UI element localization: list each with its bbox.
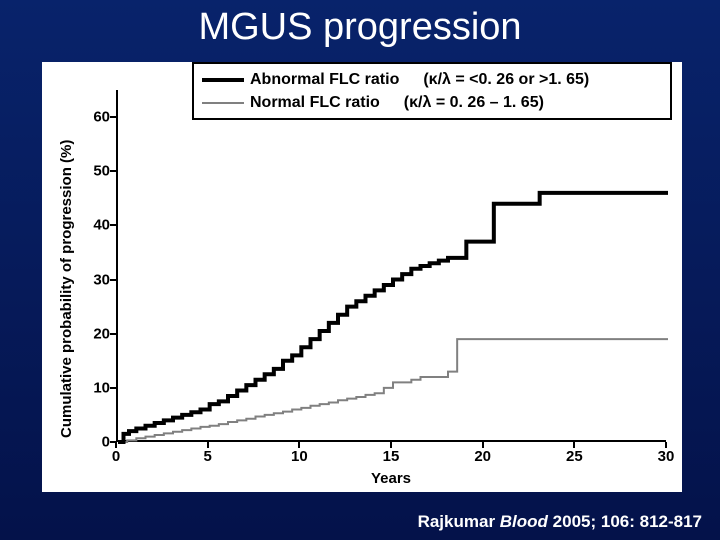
x-tick-label: 20 (468, 448, 498, 465)
y-tick-label: 40 (80, 217, 110, 234)
legend-row: Abnormal FLC ratio (κ/λ = <0. 26 or >1. 6… (202, 71, 662, 89)
legend-swatch (202, 78, 244, 82)
legend-series-name: Normal FLC ratio (250, 94, 380, 112)
citation-details: 2005; 106: 812-817 (548, 512, 702, 531)
x-axis-label: Years (116, 470, 666, 487)
y-tick-label: 30 (80, 271, 110, 288)
chart-svg (118, 90, 668, 442)
x-tick-label: 5 (193, 448, 223, 465)
legend-series-range: (κ/λ = <0. 26 or >1. 65) (423, 71, 589, 89)
page-title: MGUS progression (0, 6, 720, 49)
x-tick-label: 30 (651, 448, 681, 465)
y-tick-label: 60 (80, 109, 110, 126)
citation-author: Rajkumar (418, 512, 500, 531)
citation: Rajkumar Blood 2005; 106: 812-817 (418, 512, 702, 532)
legend: Abnormal FLC ratio (κ/λ = <0. 26 or >1. 6… (192, 62, 672, 120)
citation-journal: Blood (500, 512, 548, 531)
x-tick-label: 25 (559, 448, 589, 465)
legend-series-name: Abnormal FLC ratio (250, 71, 399, 89)
x-tick-label: 10 (284, 448, 314, 465)
x-tick-label: 0 (101, 448, 131, 465)
x-tick-label: 15 (376, 448, 406, 465)
chart-container: Cumulative probability of progression (%… (42, 62, 682, 492)
series-line (118, 193, 668, 442)
y-tick-label: 10 (80, 379, 110, 396)
y-tick-label: 50 (80, 163, 110, 180)
legend-swatch (202, 102, 244, 104)
y-tick-label: 20 (80, 325, 110, 342)
legend-row: Normal FLC ratio (κ/λ = 0. 26 – 1. 65) (202, 94, 662, 112)
y-axis-label: Cumulative probability of progression (%… (58, 140, 75, 438)
legend-series-range: (κ/λ = 0. 26 – 1. 65) (404, 94, 544, 112)
plot-area (116, 90, 666, 442)
series-line (118, 339, 668, 442)
